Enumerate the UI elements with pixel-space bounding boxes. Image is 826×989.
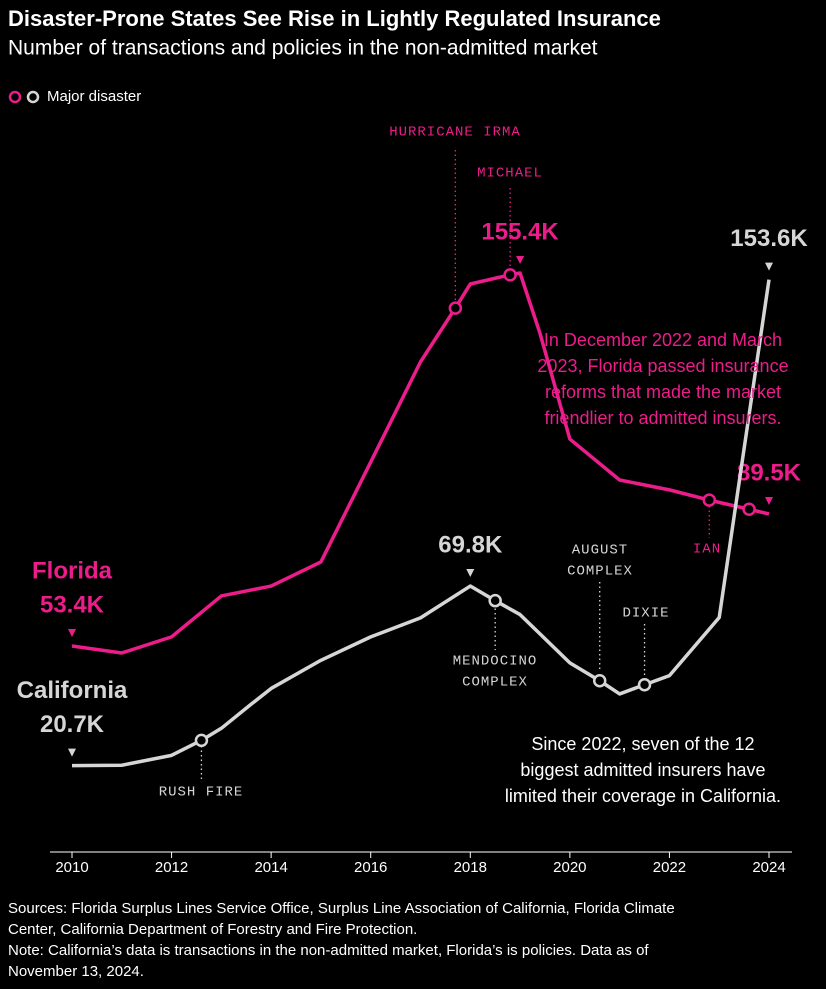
chart-subtitle: Number of transactions and policies in t… xyxy=(8,37,598,60)
event-label: RUSH FIRE xyxy=(159,785,244,801)
event-label: IAN xyxy=(693,542,721,558)
chart-title: Disaster-Prone States See Rise in Lightl… xyxy=(8,6,661,31)
value-label: 153.6K xyxy=(730,225,808,252)
footer-text: Note: California’s data is transactions … xyxy=(8,942,649,959)
label-pointer xyxy=(516,256,525,265)
label-pointer xyxy=(765,497,773,506)
x-tick-label: 2014 xyxy=(254,859,287,876)
x-tick-label: 2018 xyxy=(454,859,487,876)
label-pointer xyxy=(68,629,76,638)
series-line xyxy=(71,271,770,655)
x-tick-label: 2022 xyxy=(653,859,686,876)
x-tick-label: 2016 xyxy=(354,859,387,876)
footer-text: November 13, 2024. xyxy=(8,963,144,980)
event-label: COMPLEX xyxy=(462,675,528,691)
footer-text: Sources: Florida Surplus Lines Service O… xyxy=(8,900,675,917)
value-label: 69.8K xyxy=(438,531,503,558)
x-tick-label: 2024 xyxy=(752,859,785,876)
series-name: Florida xyxy=(32,557,113,584)
label-pointer xyxy=(68,748,76,757)
x-tick-label: 2012 xyxy=(155,859,188,876)
value-label: 20.7K xyxy=(40,711,105,738)
value-label: 89.5K xyxy=(737,459,802,486)
label-pointer xyxy=(466,569,475,578)
annotation: limited their coverage in California. xyxy=(505,786,781,806)
value-label: 155.4K xyxy=(481,218,559,245)
event-label: DIXIE xyxy=(622,606,669,622)
event-marker xyxy=(637,678,652,692)
annotation: In December 2022 and March xyxy=(544,330,782,350)
event-label: COMPLEX xyxy=(567,564,633,580)
event-marker xyxy=(702,493,717,507)
event-label: MICHAEL xyxy=(477,166,543,182)
event-marker xyxy=(592,674,607,688)
event-label: HURRICANE IRMA xyxy=(389,125,521,141)
legend-label: Major disaster xyxy=(47,88,141,105)
annotation: biggest admitted insurers have xyxy=(520,760,765,780)
series-name: California xyxy=(17,677,128,704)
footer-text: Center, California Department of Forestr… xyxy=(8,921,417,938)
x-tick-label: 2020 xyxy=(553,859,586,876)
annotation: 2023, Florida passed insurance xyxy=(537,356,788,376)
annotation: reforms that made the market xyxy=(545,382,781,402)
annotation: friendlier to admitted insurers. xyxy=(544,408,781,428)
event-marker xyxy=(742,502,756,517)
event-label: AUGUST xyxy=(572,543,628,559)
x-tick-label: 2010 xyxy=(55,859,88,876)
event-marker xyxy=(488,593,502,608)
event-marker xyxy=(503,268,517,282)
value-label: 53.4K xyxy=(40,591,105,618)
annotation: Since 2022, seven of the 12 xyxy=(531,734,754,754)
event-marker xyxy=(448,301,463,315)
label-pointer xyxy=(765,262,773,271)
legend-marker xyxy=(26,90,40,104)
event-marker xyxy=(194,733,209,748)
legend-marker xyxy=(8,90,22,104)
event-label: MENDOCINO xyxy=(453,654,538,670)
